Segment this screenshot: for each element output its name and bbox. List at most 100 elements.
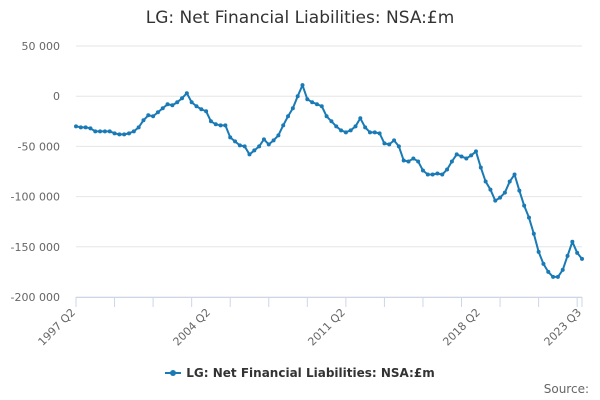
data-point[interactable] [416,159,421,164]
data-point[interactable] [160,106,165,111]
data-point[interactable] [314,102,319,107]
data-point[interactable] [348,128,353,133]
data-point[interactable] [367,130,372,135]
data-point[interactable] [396,144,401,149]
data-point[interactable] [551,274,556,279]
data-point[interactable] [146,113,151,118]
data-point[interactable] [213,122,218,127]
data-point[interactable] [281,123,286,128]
data-point[interactable] [102,129,107,134]
data-point[interactable] [131,129,136,134]
data-point[interactable] [329,119,334,124]
data-point[interactable] [411,156,416,161]
data-point[interactable] [382,141,387,146]
data-point[interactable] [440,172,445,177]
data-point[interactable] [228,135,233,140]
data-point[interactable] [218,123,223,128]
data-point[interactable] [257,144,262,149]
legend[interactable]: LG: Net Financial Liabilities: NSA:£m [0,366,600,382]
data-point[interactable] [459,154,464,159]
data-point[interactable] [78,125,83,130]
data-point[interactable] [502,190,507,195]
data-point[interactable] [401,158,406,163]
data-point[interactable] [117,132,122,137]
data-point[interactable] [324,114,329,119]
data-point[interactable] [478,165,483,170]
data-point[interactable] [565,253,570,258]
data-point[interactable] [555,274,560,279]
data-point[interactable] [445,167,450,172]
data-point[interactable] [189,100,194,105]
data-point[interactable] [498,195,503,200]
data-point[interactable] [536,249,541,254]
data-point[interactable] [570,239,575,244]
data-point[interactable] [266,142,271,147]
data-point[interactable] [372,130,377,135]
data-point[interactable] [295,94,300,99]
data-point[interactable] [483,179,488,184]
data-point[interactable] [387,142,392,147]
data-point[interactable] [276,133,281,138]
data-point[interactable] [493,198,498,203]
data-point[interactable] [541,261,546,266]
data-point[interactable] [107,129,112,134]
legend-item[interactable]: LG: Net Financial Liabilities: NSA:£m [165,366,435,380]
data-point[interactable] [247,152,252,157]
data-point[interactable] [339,128,344,133]
data-point[interactable] [343,130,348,135]
data-point[interactable] [305,97,310,102]
data-point[interactable] [358,116,363,121]
data-point[interactable] [155,110,160,115]
data-point[interactable] [526,215,531,220]
data-point[interactable] [98,129,103,134]
data-point[interactable] [300,83,305,88]
data-point[interactable] [233,139,238,144]
data-point[interactable] [512,172,517,177]
data-point[interactable] [165,102,170,107]
data-point[interactable] [464,156,469,161]
data-point[interactable] [449,159,454,164]
data-point[interactable] [112,131,117,136]
data-point[interactable] [170,103,175,108]
data-point[interactable] [531,231,536,236]
data-point[interactable] [180,96,185,101]
data-point[interactable] [261,137,266,142]
data-point[interactable] [546,269,551,274]
data-point[interactable] [522,203,527,208]
data-point[interactable] [319,104,324,109]
data-point[interactable] [406,159,411,164]
data-point[interactable] [223,123,228,128]
data-point[interactable] [507,179,512,184]
data-point[interactable] [122,132,127,137]
data-point[interactable] [204,109,209,114]
data-point[interactable] [136,125,141,130]
data-point[interactable] [290,106,295,111]
data-point[interactable] [575,250,580,255]
data-point[interactable] [151,114,156,119]
data-point[interactable] [141,118,146,123]
data-point[interactable] [127,131,132,136]
data-point[interactable] [377,131,382,136]
data-point[interactable] [208,119,213,124]
data-point[interactable] [353,124,358,129]
data-point[interactable] [435,171,440,176]
data-point[interactable] [184,91,189,96]
data-point[interactable] [580,256,584,261]
data-point[interactable] [363,125,368,130]
source-credit[interactable]: Source: [543,382,589,396]
data-point[interactable] [392,138,397,143]
data-point[interactable] [199,107,204,112]
data-point[interactable] [237,143,242,148]
data-point[interactable] [425,172,430,177]
data-point[interactable] [88,126,93,131]
data-point[interactable] [252,148,257,153]
data-point[interactable] [93,129,98,134]
data-point[interactable] [420,168,425,173]
data-point[interactable] [334,124,339,129]
data-point[interactable] [194,104,199,109]
data-point[interactable] [286,114,291,119]
data-point[interactable] [242,144,247,149]
data-point[interactable] [488,187,493,192]
data-point[interactable] [83,125,88,130]
data-point[interactable] [175,100,180,105]
